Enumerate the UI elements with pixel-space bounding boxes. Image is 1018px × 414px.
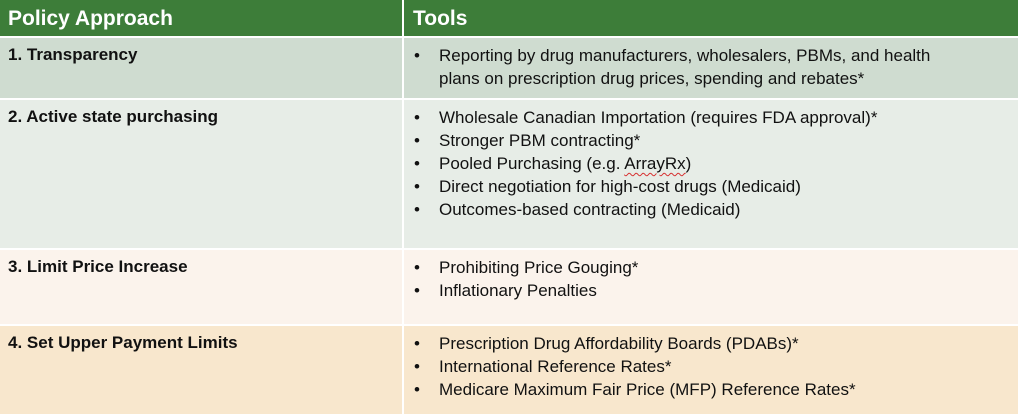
tools-cell: • Prohibiting Price Gouging* • Inflationar… (404, 250, 1018, 324)
approach-cell: 1. Transparency (0, 38, 402, 98)
tool-text: Inflationary Penalties (439, 281, 597, 300)
tool-item: • Inflationary Penalties (404, 279, 638, 302)
approach-label: 2. Active state purchasing (8, 107, 219, 126)
header-label-policy-approach: Policy Approach (8, 7, 173, 30)
tools-cell: • Reporting by drug manufacturers, wholes… (404, 38, 1018, 98)
tool-text: Wholesale Canadian Importation (requires… (439, 108, 878, 127)
tool-text: International Reference Rates* (439, 357, 672, 376)
tool-item: • Prohibiting Price Gouging* (404, 256, 638, 279)
tools-list: • Wholesale Canadian Importation (require… (404, 106, 877, 221)
tools-list: • Prescription Drug Affordability Boards … (404, 332, 856, 401)
bullet-marker: • (414, 380, 420, 399)
tool-text: Pooled Purchasing (e.g. ArrayRx) (439, 154, 692, 173)
tool-text: Direct negotiation for high-cost drugs (… (439, 177, 801, 196)
approach-cell: 4. Set Upper Payment Limits (0, 326, 402, 414)
tool-item: • Pooled Purchasing (e.g. ArrayRx) (404, 152, 877, 175)
bullet-marker: • (414, 281, 420, 300)
header-label-tools: Tools (413, 7, 468, 30)
tool-item: • Direct negotiation for high-cost drugs … (404, 175, 877, 198)
bullet-marker: • (414, 258, 420, 277)
tool-text: Reporting by drug manufacturers, wholesa… (439, 46, 931, 65)
tool-text: Medicare Maximum Fair Price (MFP) Refere… (439, 380, 856, 399)
bullet-marker: • (414, 334, 420, 353)
bullet-marker: • (414, 131, 420, 150)
header-cell-tools: Tools (404, 0, 1018, 36)
tools-cell: • Prescription Drug Affordability Boards … (404, 326, 1018, 414)
tool-text: Stronger PBM contracting* (439, 131, 641, 150)
tool-item: • Wholesale Canadian Importation (require… (404, 106, 877, 129)
tool-text: plans on prescription drug prices, spend… (439, 69, 865, 88)
table-row: 3. Limit Price Increase • Prohibiting Pri… (0, 250, 1018, 324)
table-row: 1. Transparency • Reporting by drug manuf… (0, 38, 1018, 98)
tool-item: • Reporting by drug manufacturers, wholes… (404, 44, 930, 67)
spellcheck-underline: ArrayRx (624, 154, 686, 173)
tool-item-continuation: plans on prescription drug prices, spend… (404, 67, 930, 90)
bullet-marker: • (414, 357, 420, 376)
column-divider (402, 0, 404, 414)
tools-list: • Reporting by drug manufacturers, wholes… (404, 44, 930, 90)
tool-item: • Prescription Drug Affordability Boards … (404, 332, 856, 355)
table-row: 4. Set Upper Payment Limits • Prescriptio… (0, 326, 1018, 414)
tool-item: • Outcomes-based contracting (Medicaid) (404, 198, 877, 221)
bullet-marker: • (414, 177, 420, 196)
approach-label: 3. Limit Price Increase (8, 257, 188, 276)
bullet-marker: • (414, 200, 420, 219)
tool-item: • Medicare Maximum Fair Price (MFP) Refer… (404, 378, 856, 401)
approach-cell: 2. Active state purchasing (0, 100, 402, 248)
table-row: 2. Active state purchasing • Wholesale Ca… (0, 100, 1018, 248)
bullet-marker: • (414, 154, 420, 173)
table-header-row: Policy Approach Tools (0, 0, 1018, 36)
approach-label: 1. Transparency (8, 45, 138, 64)
tool-text: Prescription Drug Affordability Boards (… (439, 334, 799, 353)
approach-label: 4. Set Upper Payment Limits (8, 333, 238, 352)
approach-cell: 3. Limit Price Increase (0, 250, 402, 324)
bullet-marker: • (414, 108, 420, 127)
bullet-marker: • (414, 46, 420, 65)
tools-list: • Prohibiting Price Gouging* • Inflationar… (404, 256, 638, 302)
tools-cell: • Wholesale Canadian Importation (require… (404, 100, 1018, 248)
header-cell-policy-approach: Policy Approach (0, 0, 402, 36)
tool-text: Outcomes-based contracting (Medicaid) (439, 200, 741, 219)
tool-text: Prohibiting Price Gouging* (439, 258, 639, 277)
tool-item: • International Reference Rates* (404, 355, 856, 378)
tool-item: • Stronger PBM contracting* (404, 129, 877, 152)
